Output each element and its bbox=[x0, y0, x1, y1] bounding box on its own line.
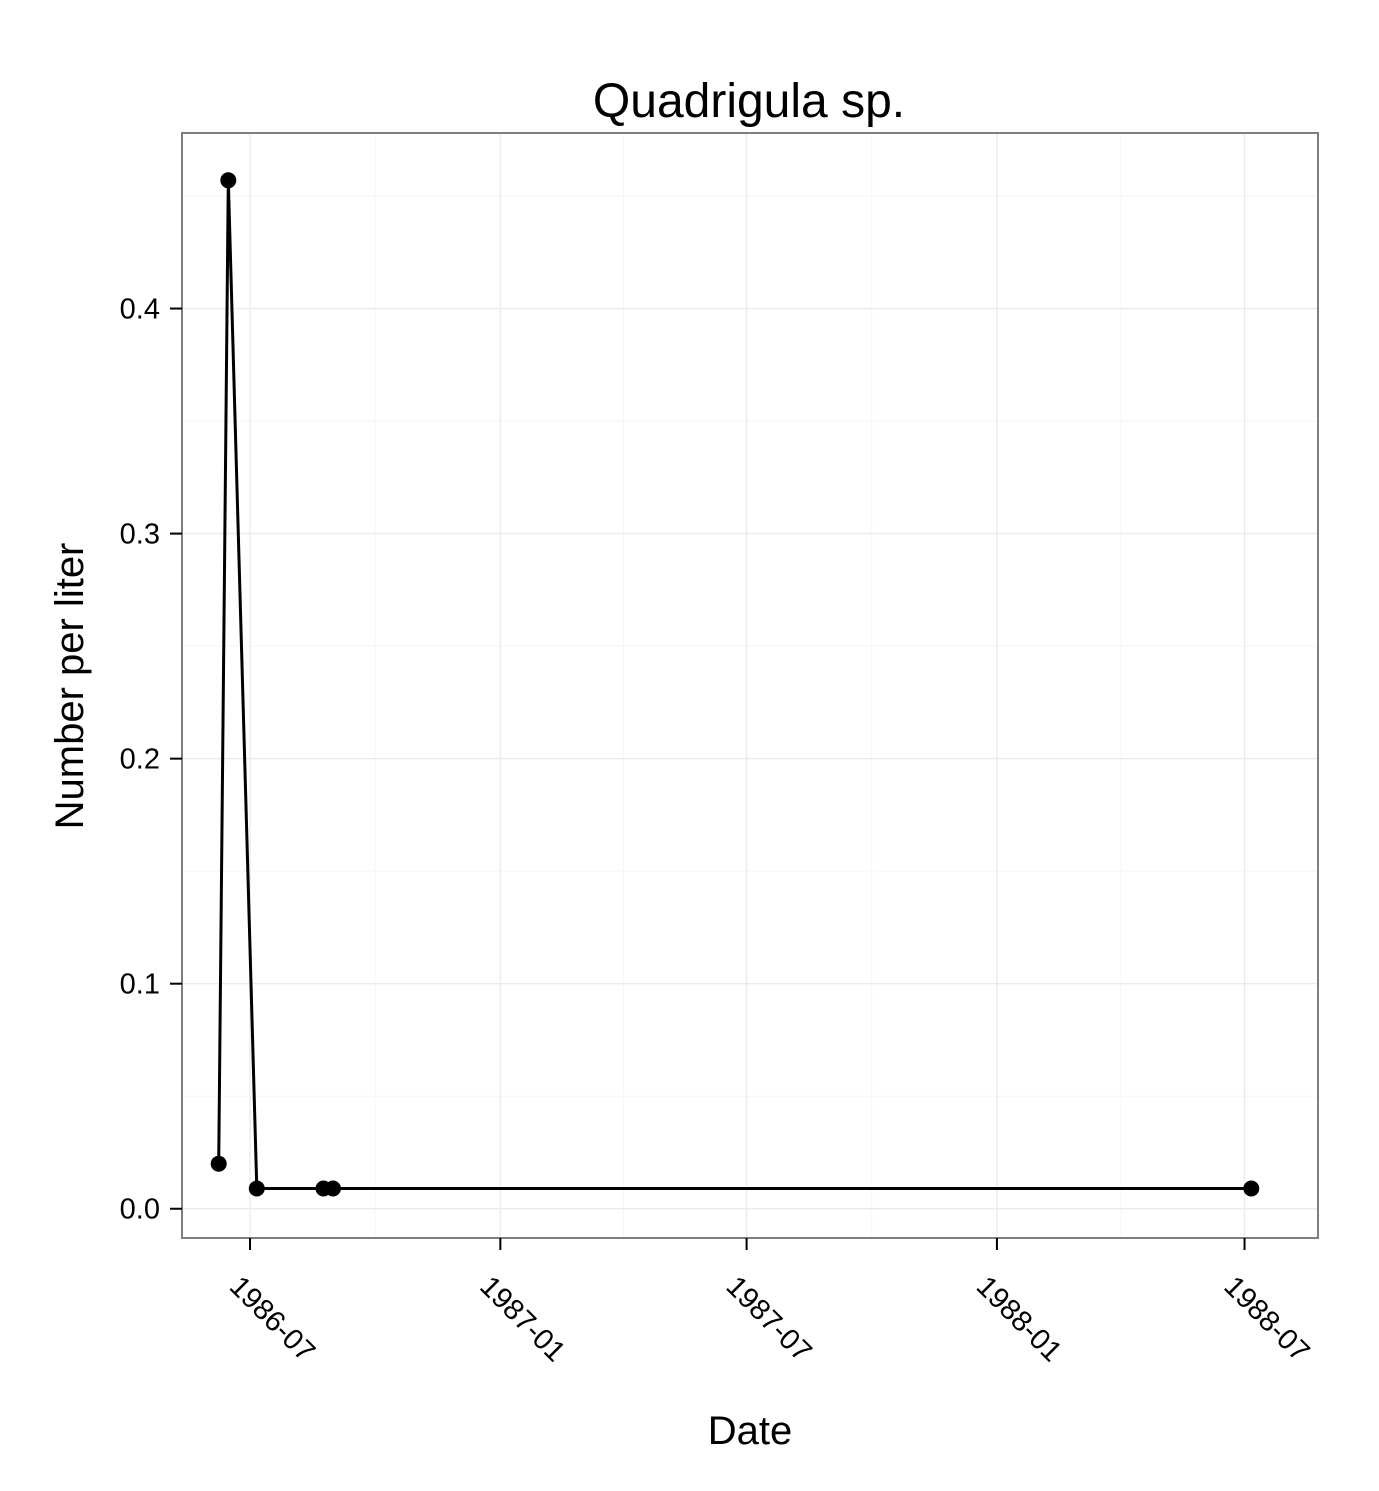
y-tick-label: 0.0 bbox=[120, 1194, 160, 1226]
grid-lines bbox=[182, 133, 1318, 1238]
chart-title: Quadrigula sp. bbox=[593, 75, 905, 128]
y-axis-title: Number per liter bbox=[48, 543, 92, 830]
data-point bbox=[1243, 1180, 1260, 1197]
y-tick-label: 0.4 bbox=[120, 294, 160, 326]
y-tick-label: 0.3 bbox=[120, 519, 160, 551]
y-tick-label: 0.1 bbox=[120, 969, 160, 1001]
series-line bbox=[217, 180, 1252, 1190]
data-point bbox=[220, 172, 237, 189]
y-tick-label: 0.2 bbox=[120, 744, 160, 776]
data-point bbox=[210, 1155, 227, 1172]
series-layer bbox=[210, 172, 1260, 1197]
data-point bbox=[325, 1180, 341, 1197]
plot-panel-border bbox=[181, 132, 1319, 1239]
plot-panel bbox=[182, 133, 1318, 1238]
data-point bbox=[248, 1180, 265, 1197]
x-axis-title: Date bbox=[708, 1409, 793, 1453]
